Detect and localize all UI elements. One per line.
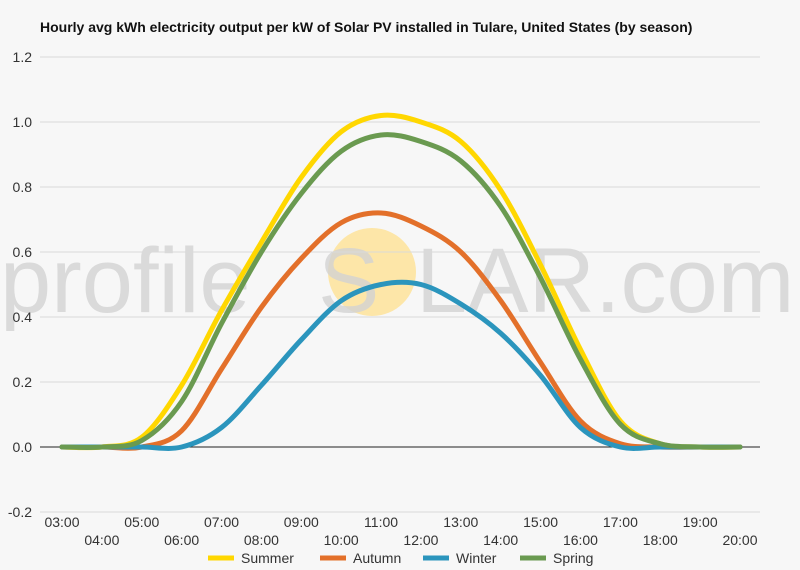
x-tick-label: 15:00	[523, 514, 558, 530]
x-tick-label: 16:00	[563, 532, 598, 548]
x-tick-label: 03:00	[44, 514, 79, 530]
x-tick-label: 14:00	[483, 532, 518, 548]
y-tick-label: 0.2	[13, 374, 33, 390]
x-axis-ticks: 03:00 04:00 05:00 06:00 07:00 08:00 09:00 10:00…	[44, 514, 757, 548]
x-tick-label: 10:00	[324, 532, 359, 548]
x-tick-label: 13:00	[443, 514, 478, 530]
x-tick-label: 12:00	[403, 532, 438, 548]
series-line-autumn	[59, 210, 743, 451]
series-lines	[59, 112, 743, 451]
y-tick-label: 0.4	[13, 309, 33, 325]
y-tick-label: 0.0	[13, 439, 33, 455]
series-line-winter	[59, 279, 743, 451]
x-tick-label: 11:00	[364, 514, 398, 530]
y-tick-label: 0.8	[13, 179, 33, 195]
x-tick-label: 20:00	[722, 532, 757, 548]
y-tick-label: 1.2	[13, 49, 33, 65]
x-tick-label: 04:00	[84, 532, 119, 548]
x-tick-label: 05:00	[124, 514, 159, 530]
y-tick-label: 1.0	[13, 114, 33, 130]
series-line-spring	[59, 132, 743, 450]
y-tick-label: 0.6	[13, 244, 33, 260]
x-tick-label: 09:00	[284, 514, 319, 530]
watermark-left-text: profile	[0, 230, 251, 332]
x-tick-label: 17:00	[603, 514, 638, 530]
x-tick-label: 19:00	[683, 514, 718, 530]
x-tick-label: 18:00	[643, 532, 678, 548]
legend-label-winter: Winter	[456, 550, 497, 566]
x-tick-label: 08:00	[244, 532, 279, 548]
chart-title: Hourly avg kWh electricity output per kW…	[40, 19, 693, 35]
legend-label-autumn: Autumn	[353, 550, 401, 566]
legend-label-summer: Summer	[241, 550, 294, 566]
legend-label-spring: Spring	[553, 550, 593, 566]
y-axis-ticks: -0.2 0.0 0.2 0.4 0.6 0.8 1.0 1.2	[8, 49, 32, 520]
x-tick-label: 07:00	[204, 514, 239, 530]
y-tick-label: -0.2	[8, 504, 32, 520]
legend: Summer Autumn Winter Spring	[208, 550, 593, 566]
x-tick-label: 06:00	[164, 532, 199, 548]
